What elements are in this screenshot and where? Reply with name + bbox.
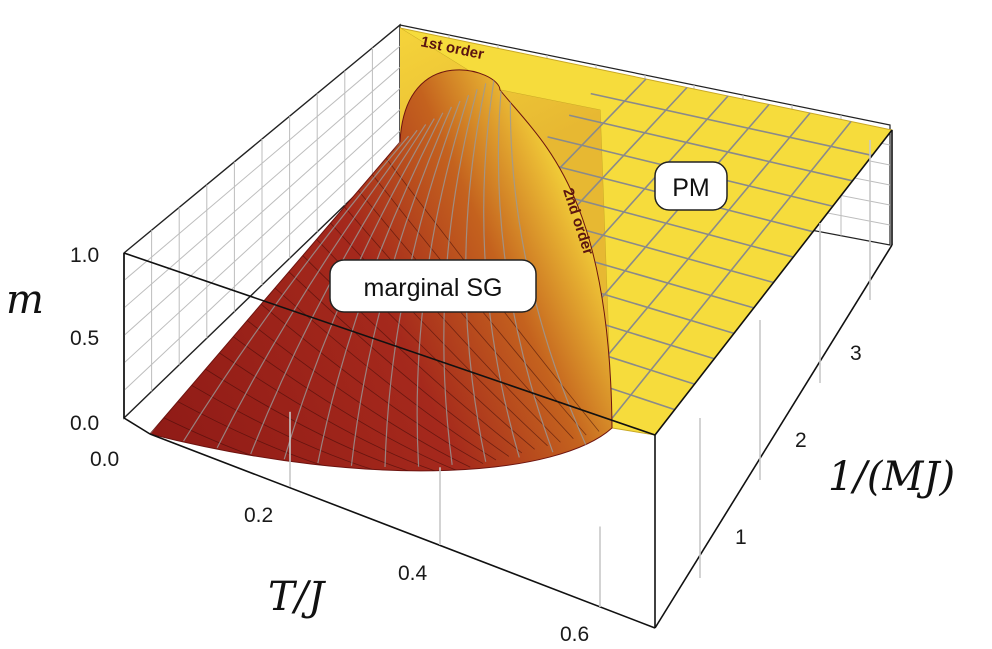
axis-ticks: 1.0 0.5 0.0 0.0 0.2 0.4 0.6 1 2 3 (70, 244, 862, 646)
mesh-line (216, 129, 418, 449)
mesh-line (509, 69, 587, 447)
mesh-line (183, 135, 410, 442)
grid-line (590, 92, 873, 157)
z-tick-label: 0.5 (70, 327, 99, 350)
y-tick-label: 2 (795, 429, 807, 452)
mesh-line (191, 384, 419, 471)
mesh-line (288, 271, 510, 457)
y-axis-title: 1/(MJ) (828, 454, 955, 500)
marginal-sg-label: marginal SG (364, 274, 503, 302)
y-tick-label: 1 (735, 526, 747, 549)
pm-label: PM (672, 174, 710, 202)
x-tick-label: 0.6 (560, 623, 589, 646)
box-frame (123, 129, 893, 629)
mesh-line (177, 401, 406, 471)
grid-line (123, 88, 401, 336)
mesh-line (250, 124, 427, 455)
grid-line (123, 66, 401, 309)
z-axis-title: m (6, 277, 44, 323)
grid-line (568, 114, 853, 182)
mesh-line (358, 190, 574, 439)
pm-label-box: PM (654, 161, 728, 211)
front-grid (289, 140, 871, 607)
mesh-line (219, 352, 445, 471)
z-tick-label: 1.0 (70, 244, 99, 267)
z-tick-label: 0.0 (70, 412, 99, 435)
y-tick-label: 3 (850, 342, 862, 365)
mesh-line (233, 336, 458, 471)
mesh-line (246, 320, 471, 468)
mesh-line (260, 303, 484, 464)
mesh-line (371, 174, 587, 436)
x-tick-label: 0.4 (398, 562, 428, 585)
mesh-line (330, 222, 548, 447)
grid-line (123, 130, 401, 391)
sg-label-box: marginal SG (329, 259, 537, 313)
x-tick-label: 0.2 (244, 504, 273, 527)
grid-line (123, 109, 401, 364)
x-tick-label: 0.0 (90, 448, 119, 471)
mesh-line (344, 206, 561, 443)
x-axis-title: T/J (268, 574, 326, 620)
grid-line (123, 45, 401, 281)
